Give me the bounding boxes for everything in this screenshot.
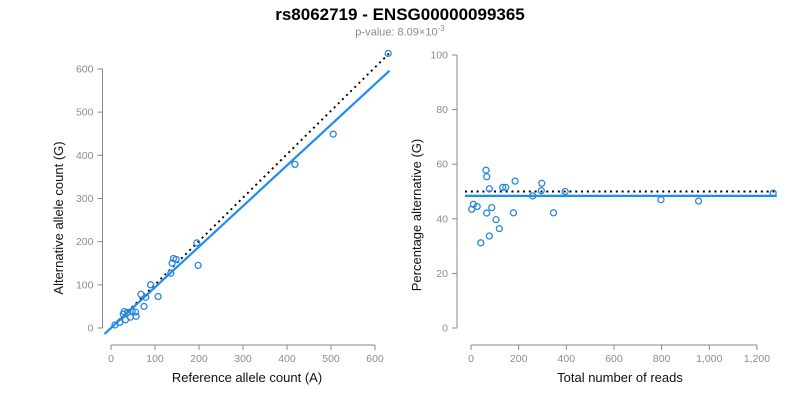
right-scatter-panel: 0 200 400 600 800 1,000 1,200 0 20 40 60 80 100 Total… — [409, 50, 777, 385]
data-point — [193, 239, 201, 247]
data-point — [529, 192, 537, 200]
x-tick-label: 200 — [510, 353, 528, 365]
y-tick-label: 60 — [436, 159, 448, 171]
x-tick-label: 600 — [605, 353, 623, 365]
data-point — [154, 292, 162, 301]
data-point — [549, 209, 558, 217]
x-tick-label: 0 — [108, 353, 114, 365]
data-point — [492, 215, 500, 224]
data-point — [167, 269, 175, 277]
data-point — [483, 173, 491, 181]
pvalue-exponent: -3 — [437, 24, 445, 33]
data-point — [132, 312, 140, 320]
data-point — [194, 261, 202, 270]
data-point — [142, 293, 150, 301]
data-point — [483, 209, 491, 217]
data-point — [485, 185, 493, 193]
x-tick-label: 100 — [146, 353, 164, 365]
y-tick-label: 100 — [430, 50, 448, 62]
data-point — [172, 255, 180, 264]
data-point — [502, 183, 510, 192]
x-tick-label: 300 — [234, 353, 252, 365]
y-tick-label: 40 — [436, 213, 448, 225]
pvalue-text: p-value: 8.09×10 — [355, 26, 438, 39]
x-tick-label: 800 — [653, 353, 671, 365]
data-point — [511, 177, 519, 185]
y-tick-label: 500 — [76, 107, 94, 119]
y-tick-label: 80 — [436, 104, 448, 116]
x-axis-title: Total number of reads — [557, 370, 683, 385]
x-tick-label: 1,200 — [744, 353, 770, 365]
data-point — [477, 239, 485, 247]
figure-title: rs8062719 - ENSG00000099365 — [275, 5, 525, 24]
x-tick-label: 400 — [278, 353, 296, 365]
x-tick-label: 500 — [322, 353, 340, 365]
x-tick-label: 200 — [190, 353, 208, 365]
x-tick-label: 600 — [366, 353, 384, 365]
figure-subtitle: p-value: 8.09×10-3 — [0, 24, 800, 39]
y-tick-label: 400 — [76, 150, 94, 162]
y-tick-label: 0 — [88, 323, 94, 335]
data-point — [291, 160, 299, 169]
data-point — [538, 179, 546, 187]
data-point — [485, 232, 493, 240]
data-point — [126, 313, 135, 321]
x-axis-title: Reference allele count (A) — [172, 370, 322, 385]
data-point — [473, 202, 481, 211]
data-point — [488, 203, 496, 212]
x-tick-label: 400 — [558, 353, 576, 365]
data-point — [657, 196, 665, 204]
data-point — [140, 302, 148, 311]
data-point — [482, 166, 490, 174]
left-scatter-panel: 0 100 200 300 400 500 600 0 100 200 300 400 500 600 Re… — [51, 49, 392, 385]
y-tick-label: 300 — [76, 193, 94, 205]
data-point — [168, 259, 176, 267]
data-point — [499, 183, 507, 192]
y-axis-title: Percentage alternative (G) — [409, 139, 424, 291]
data-point — [561, 187, 569, 196]
data-point — [468, 205, 476, 213]
data-point — [329, 130, 337, 138]
y-tick-label: 600 — [76, 63, 94, 75]
data-point — [116, 318, 124, 327]
y-tick-label: 200 — [76, 236, 94, 248]
identity-line — [110, 52, 391, 329]
data-point — [120, 307, 128, 316]
y-tick-label: 20 — [436, 268, 448, 280]
y-axis-title: Alternative allele count (G) — [51, 141, 66, 294]
y-tick-label: 100 — [76, 279, 94, 291]
y-tick-label: 0 — [442, 323, 448, 335]
data-point — [769, 189, 777, 197]
data-point — [146, 281, 155, 289]
data-point — [537, 187, 545, 195]
data-point — [495, 224, 504, 233]
x-tick-label: 1,000 — [696, 353, 722, 365]
fit-line — [103, 69, 391, 335]
data-point — [384, 49, 392, 58]
data-point — [509, 209, 518, 217]
data-point — [694, 197, 703, 205]
data-point — [131, 308, 140, 316]
x-tick-label: 0 — [468, 353, 474, 365]
